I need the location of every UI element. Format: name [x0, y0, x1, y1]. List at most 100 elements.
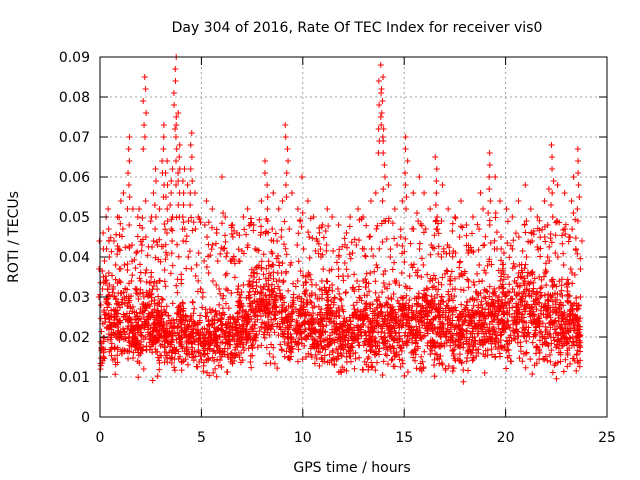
data-point: [328, 357, 335, 364]
data-point: [106, 282, 113, 288]
data-point: [402, 134, 409, 140]
data-point: [522, 182, 529, 188]
data-point: [398, 294, 405, 301]
data-point: [389, 220, 396, 227]
data-point: [223, 324, 230, 331]
data-point: [398, 270, 405, 276]
data-point: [343, 350, 350, 357]
data-point: [574, 322, 581, 329]
data-point: [482, 328, 489, 335]
data-point: [486, 293, 493, 300]
data-point: [318, 254, 324, 260]
data-point: [438, 254, 445, 260]
data-point: [558, 287, 565, 294]
data-point: [329, 287, 336, 294]
data-point: [140, 98, 147, 104]
y-tick-label: 0.05: [59, 210, 90, 226]
data-point: [371, 323, 378, 330]
data-point: [300, 282, 307, 289]
data-point: [428, 293, 435, 300]
data-point: [311, 336, 318, 343]
data-point: [399, 360, 406, 367]
data-point: [471, 282, 478, 288]
data-point: [421, 348, 428, 355]
data-point: [530, 333, 537, 340]
plot-frame: [99, 56, 608, 418]
data-point: [339, 272, 346, 279]
data-point: [543, 314, 550, 321]
data-point: [164, 158, 171, 164]
data-point: [512, 230, 519, 237]
data-point: [449, 220, 456, 227]
data-point: [486, 162, 493, 168]
data-point: [278, 270, 285, 276]
data-point: [329, 347, 336, 354]
data-point: [412, 357, 419, 364]
data-point: [185, 254, 192, 260]
data-point: [174, 289, 181, 296]
data-point: [522, 364, 529, 371]
data-point: [556, 291, 563, 298]
data-point: [235, 258, 242, 264]
data-point: [413, 210, 420, 216]
data-point: [471, 297, 478, 304]
data-point: [268, 323, 275, 330]
data-point: [377, 114, 384, 120]
data-point: [426, 309, 433, 316]
data-point: [464, 367, 471, 374]
data-point: [147, 218, 154, 225]
data-point: [567, 299, 574, 306]
data-point: [438, 359, 445, 366]
data-point: [284, 334, 291, 341]
data-point: [336, 246, 343, 253]
data-point: [575, 158, 582, 164]
data-point: [574, 206, 581, 212]
data-point: [559, 232, 566, 239]
data-point: [406, 296, 413, 303]
data-point: [507, 295, 514, 302]
data-point: [167, 202, 174, 208]
data-point: [139, 347, 146, 354]
data-point: [112, 322, 119, 329]
data-point: [463, 338, 470, 345]
data-point: [380, 279, 387, 286]
data-point: [554, 296, 561, 303]
data-point: [329, 349, 336, 356]
data-point: [499, 344, 506, 351]
data-point: [175, 170, 182, 176]
data-point: [275, 259, 282, 266]
data-point: [237, 304, 244, 311]
data-point: [186, 334, 193, 341]
data-point: [229, 256, 236, 262]
data-point: [265, 318, 272, 325]
data-point: [209, 354, 216, 361]
data-point: [320, 234, 327, 241]
data-point: [272, 230, 279, 237]
data-point: [196, 359, 203, 366]
data-point: [252, 246, 259, 252]
data-point: [249, 341, 256, 348]
data-point: [208, 317, 215, 324]
data-point: [222, 238, 229, 245]
data-point: [471, 337, 478, 344]
data-point: [423, 285, 430, 292]
data-point: [374, 312, 381, 319]
data-point: [216, 301, 223, 308]
data-point: [393, 278, 400, 284]
data-point: [191, 348, 198, 355]
data-point: [294, 319, 301, 326]
data-point: [283, 170, 290, 176]
data-point: [506, 311, 513, 318]
data-point: [376, 102, 383, 108]
data-point: [316, 362, 323, 369]
data-point: [456, 264, 463, 271]
data-point: [175, 253, 182, 260]
data-point: [445, 291, 452, 298]
data-point: [343, 329, 350, 336]
data-point: [217, 290, 224, 297]
data-point: [347, 214, 354, 220]
data-point: [577, 294, 584, 300]
data-point: [165, 312, 172, 319]
data-point: [429, 297, 436, 304]
data-point: [277, 290, 284, 297]
